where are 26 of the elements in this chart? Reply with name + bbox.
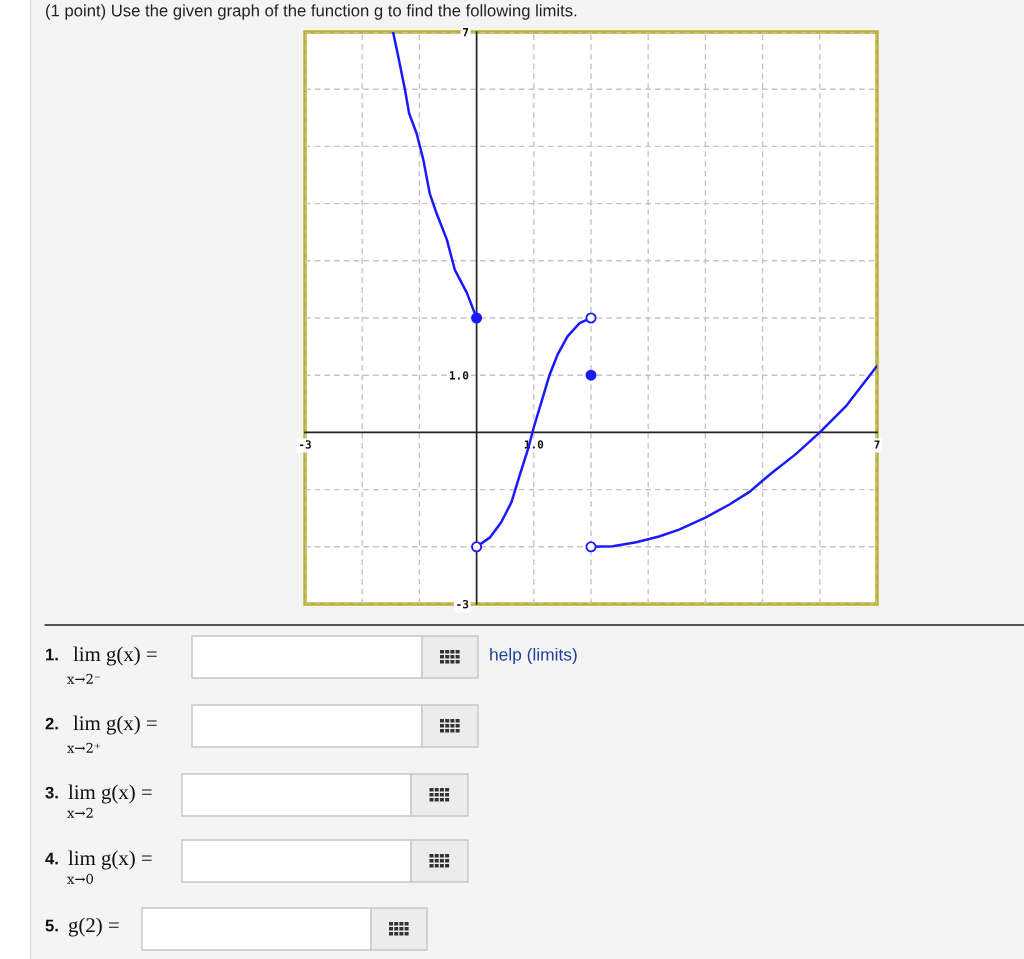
point [585,312,597,324]
point [471,312,483,324]
text: lim g(x) = [73,646,157,666]
y-tick-label: 1.0 [449,371,469,380]
x-tick-label: -3 [299,440,311,449]
text: 2. [45,717,58,730]
text: 4. [45,852,58,865]
text: g(2) = [68,917,119,937]
y-tick-label: -3 [457,599,469,609]
chart-title: (1 point) Use the given graph of the function g to find the following limits. [46,4,577,20]
text: 5. [45,919,58,932]
text: x→2⁻ [67,673,100,684]
y-tick-label: 7 [463,28,469,37]
text: lim g(x) = [73,715,157,735]
point [471,541,483,553]
text: 3. [45,786,58,799]
text: help (limits) [490,647,577,665]
point [585,541,597,553]
text: x→2⁺ [67,742,100,753]
x-tick-label: 7 [874,440,880,449]
text: x→0 [67,873,94,884]
point [585,369,597,381]
text: 1. [46,648,58,661]
text: lim g(x) = [68,850,152,870]
text: x→2 [67,807,93,818]
text: lim g(x) = [68,784,152,804]
